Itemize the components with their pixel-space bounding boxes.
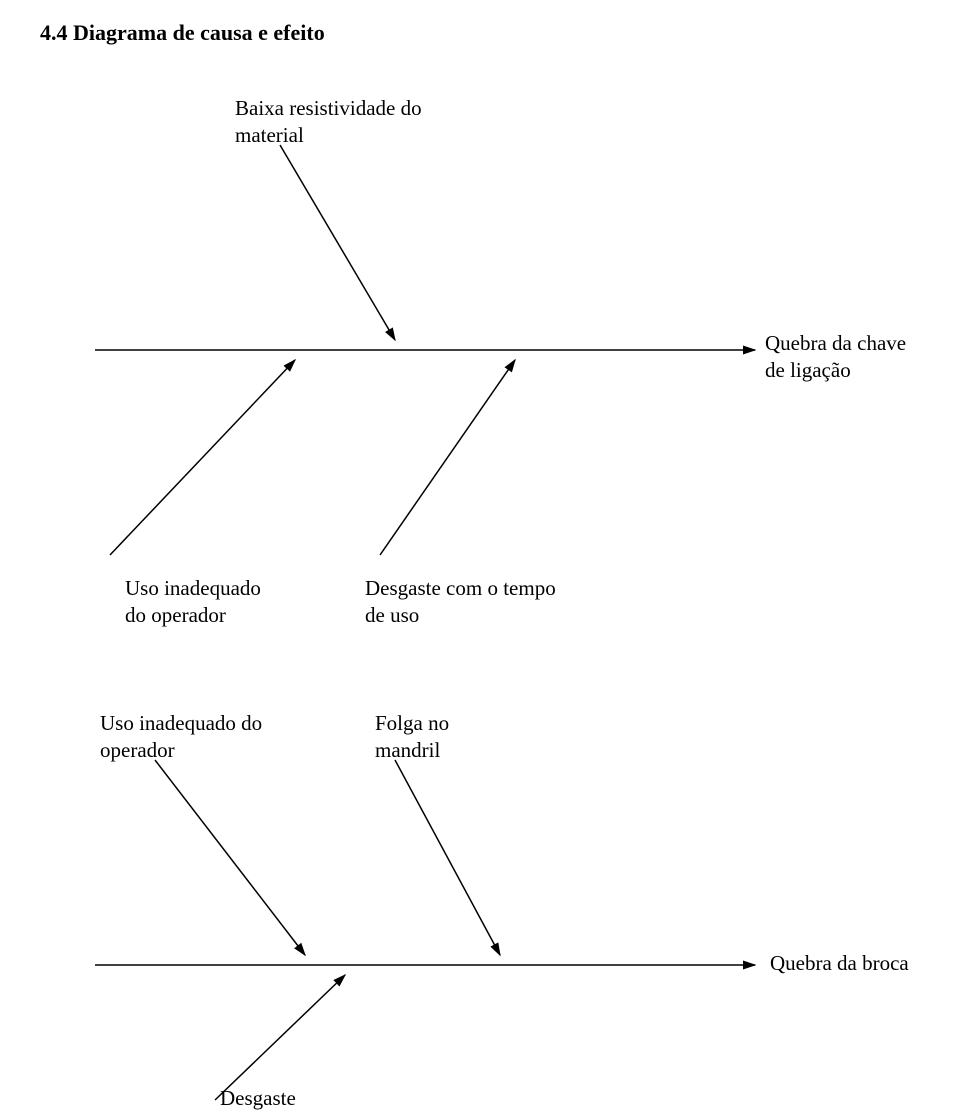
diagram-label: Uso inadequado do operador [125, 575, 261, 630]
diagram-label: Desgaste com o tempo de uso [365, 575, 556, 630]
diagram-label: Folga no mandril [375, 710, 449, 765]
diagram-label: Baixa resistividade do material [235, 95, 422, 150]
diagram-label: Quebra da broca [770, 950, 909, 977]
diagram-label: Quebra da chave de ligação [765, 330, 906, 385]
diagram-label: Uso inadequado do operador [100, 710, 262, 765]
diagram-label: Desgaste [220, 1085, 296, 1112]
fishbone-diagram-svg [0, 0, 960, 1113]
